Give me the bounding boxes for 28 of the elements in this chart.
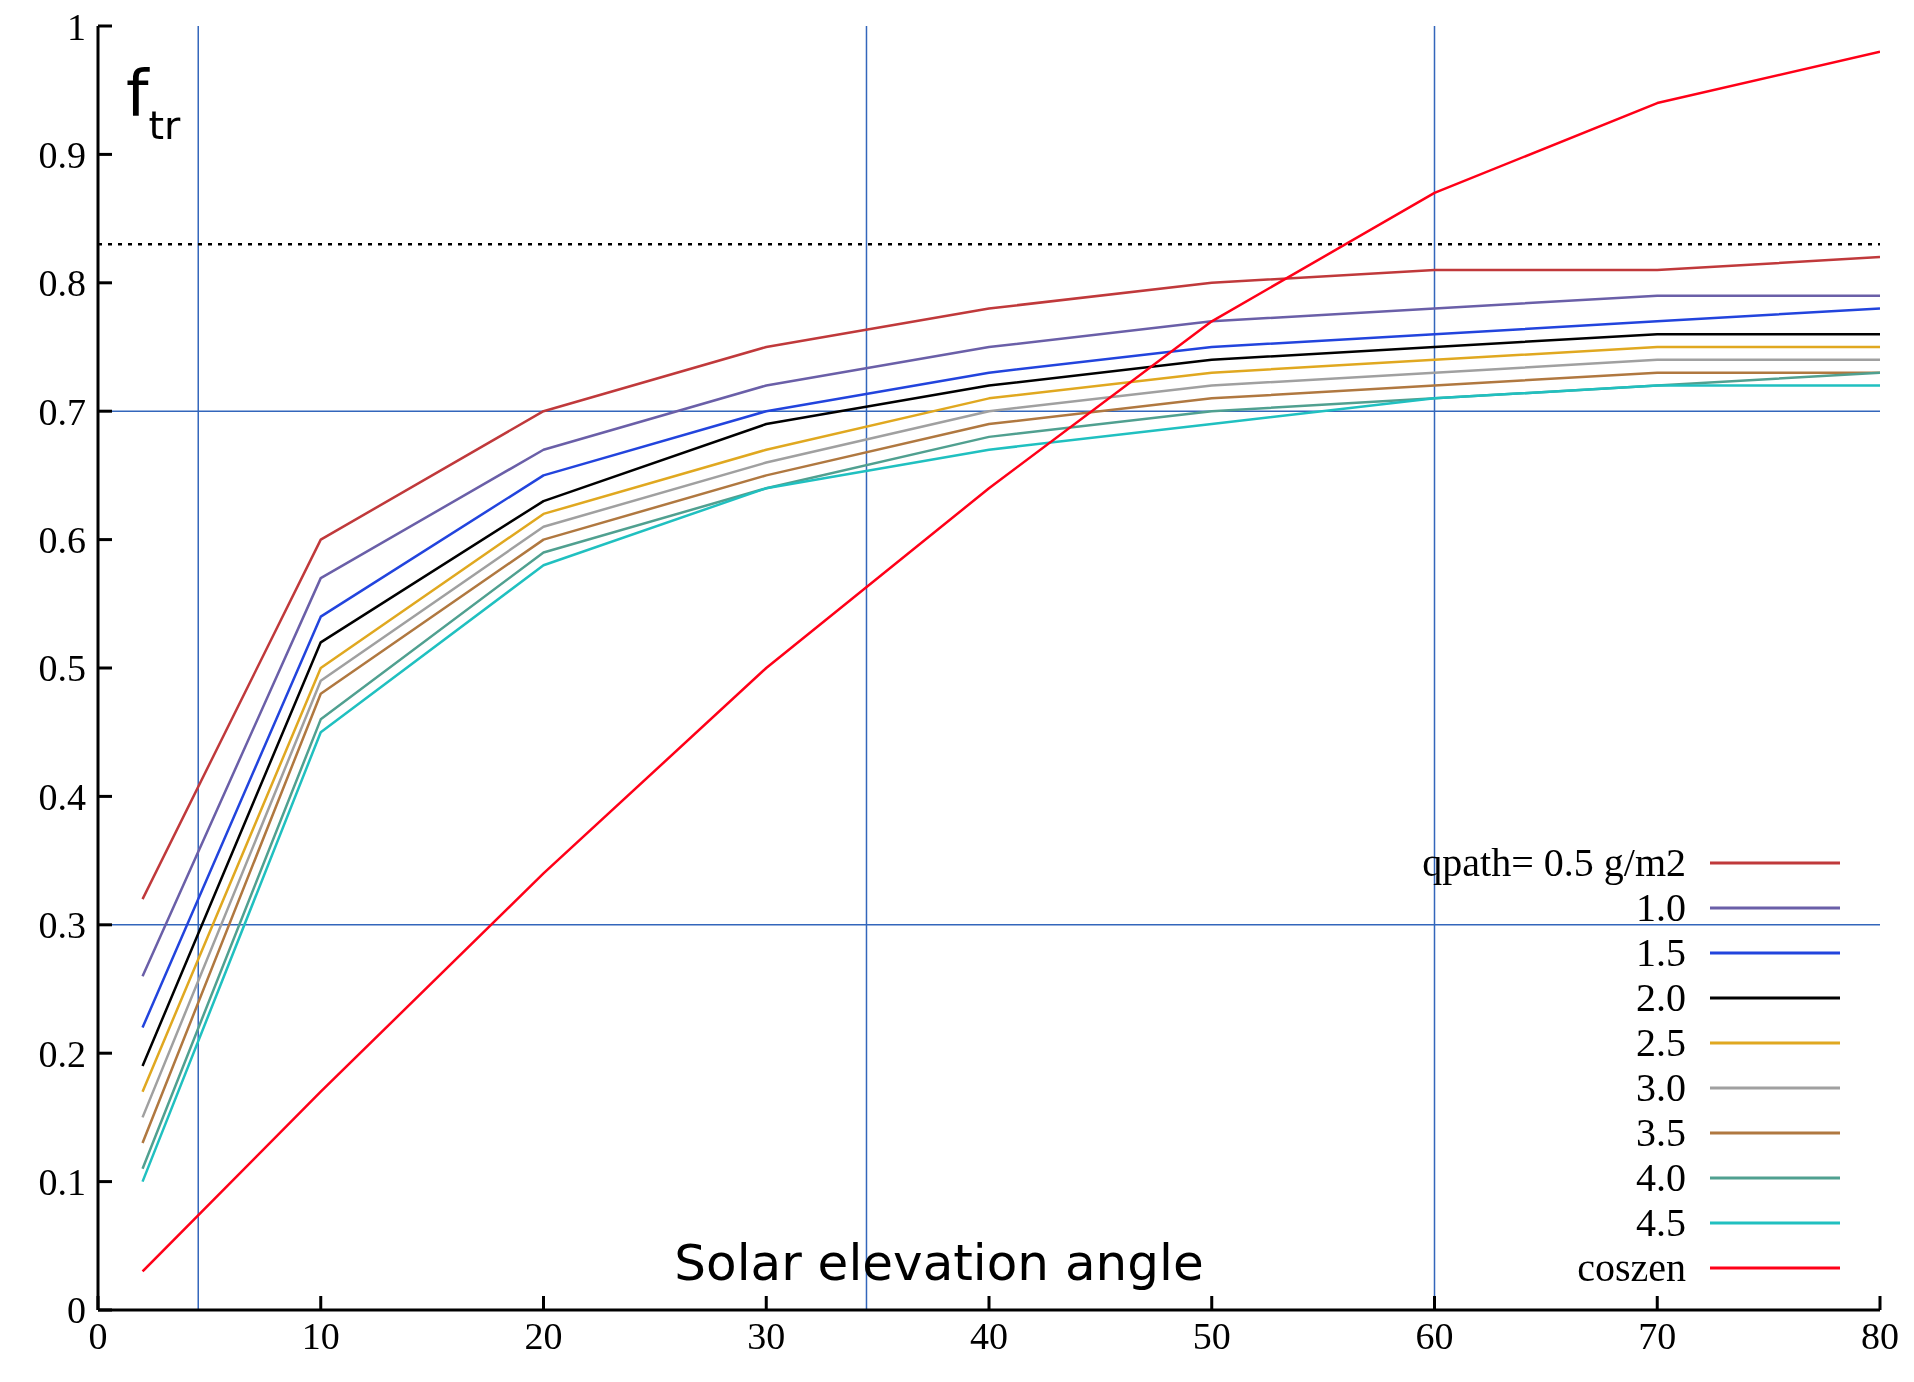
y-tick-label: 0.8 (38, 262, 86, 305)
x-tick-label: 40 (970, 1314, 1008, 1357)
y-tick-label: 0.7 (38, 390, 86, 433)
legend-label: 3.0 (1636, 1065, 1686, 1110)
y-tick-label: 0.5 (38, 647, 86, 690)
y-tick-label: 0.3 (38, 904, 86, 947)
legend-label: 2.5 (1636, 1020, 1686, 1065)
x-tick-label: 10 (301, 1314, 340, 1357)
legend-label: 4.0 (1636, 1155, 1686, 1200)
x-tick-label: 70 (1638, 1314, 1677, 1357)
x-tick-label: 50 (1192, 1314, 1231, 1357)
legend-label: 1.0 (1636, 885, 1686, 930)
x-tick-label: 30 (747, 1314, 786, 1357)
legend-label: 2.0 (1636, 975, 1686, 1020)
legend-label: 1.5 (1636, 930, 1686, 975)
y-tick-label: 0.2 (38, 1032, 86, 1075)
y-tick-label: 0.4 (38, 775, 86, 818)
legend-label: coszen (1577, 1245, 1686, 1290)
x-tick-label: 80 (1861, 1314, 1899, 1357)
y-tick-label: 0.9 (38, 133, 86, 176)
y-tick-label: 0.6 (38, 519, 86, 562)
legend-label: 3.5 (1636, 1110, 1686, 1155)
legend-label: 4.5 (1636, 1200, 1686, 1245)
y-tick-label: 0.1 (38, 1161, 86, 1204)
y-tick-label: 1 (67, 5, 86, 48)
y-axis-title: f$_{tr}$ (126, 57, 182, 148)
x-tick-label: 60 (1415, 1314, 1454, 1357)
x-tick-label: 20 (524, 1314, 563, 1357)
